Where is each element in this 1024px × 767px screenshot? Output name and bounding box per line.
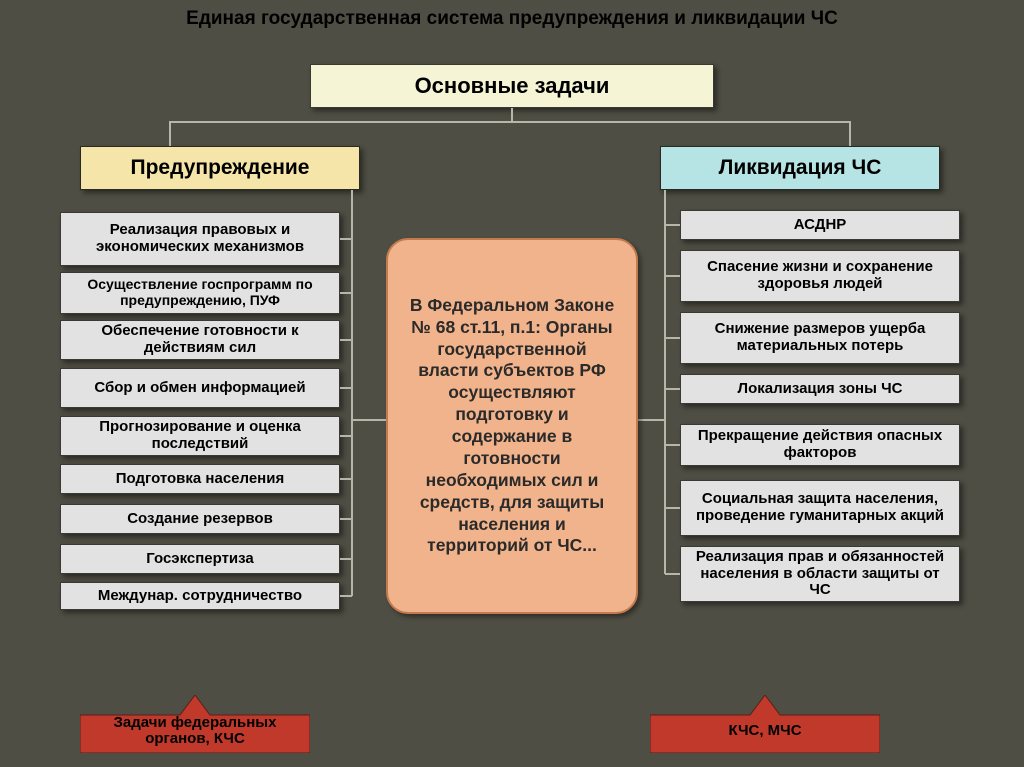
task-box: Социальная защита населения, проведение … <box>680 480 960 536</box>
task-box: Реализация правовых и экономических меха… <box>60 212 340 266</box>
task-box: Снижение размеров ущерба материальных по… <box>680 312 960 364</box>
left-branch-header: Предупреждение <box>80 146 360 190</box>
task-box: Междунар. сотрудничество <box>60 582 340 610</box>
task-box: Локализация зоны ЧС <box>680 374 960 404</box>
center-law-box: В Федеральном Законе № 68 ст.11, п.1: Ор… <box>386 238 638 614</box>
task-box: АСДНР <box>680 210 960 240</box>
right-branch-header: Ликвидация ЧС <box>660 146 940 190</box>
task-box: Подготовка населения <box>60 464 340 494</box>
task-box: Осуществление госпрограмм по предупрежде… <box>60 272 340 314</box>
task-box: Прогнозирование и оценка последствий <box>60 416 340 456</box>
task-box: Обеспечение готовности к действиям сил <box>60 320 340 360</box>
task-box: Реализация прав и обязанностей населения… <box>680 546 960 602</box>
right-arrow-label: КЧС, МЧС <box>650 695 880 753</box>
left-arrow: Задачи федеральных органов, КЧС <box>80 695 310 753</box>
task-box: Прекращение действия опасных факторов <box>680 424 960 466</box>
page-title: Единая государственная система предупреж… <box>0 8 1024 31</box>
task-box: Сбор и обмен информацией <box>60 368 340 408</box>
task-box: Госэкспертиза <box>60 544 340 574</box>
task-box: Спасение жизни и сохранение здоровья люд… <box>680 250 960 302</box>
top-box: Основные задачи <box>310 64 714 108</box>
left-arrow-label: Задачи федеральных органов, КЧС <box>80 695 310 753</box>
task-box: Создание резервов <box>60 504 340 534</box>
right-arrow: КЧС, МЧС <box>650 695 880 753</box>
